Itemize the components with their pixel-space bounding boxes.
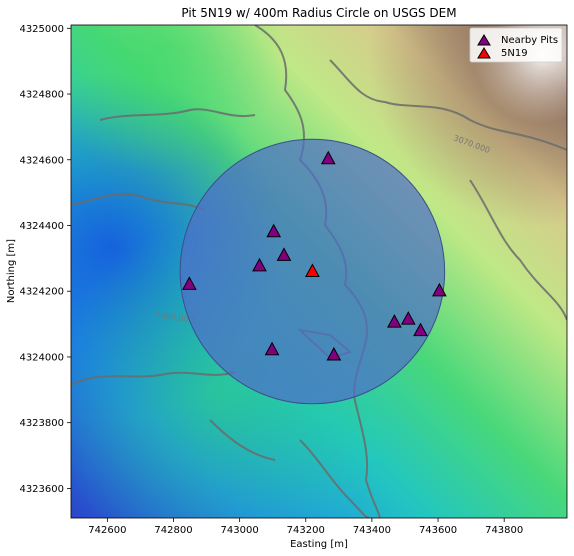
legend-box [469,27,563,63]
x-tick-label: 743200 [287,525,325,536]
y-tick-label: 4325000 [19,24,64,35]
nearby-pit-marker [326,346,342,361]
nearby-pit-marker [320,150,336,165]
nearby-pit-marker [387,314,402,328]
x-tick-label: 742600 [88,525,126,536]
nearby-pit-marker [432,282,447,297]
axes-frame [70,24,568,519]
nearby-pit-marker [400,311,416,325]
x-tick-label: 743800 [485,525,523,536]
nearby-pit-marker [276,247,292,261]
x-tick-label: 742800 [154,525,192,536]
x-tick-label: 743000 [221,525,259,536]
legend-label-5n19: 5N19 [501,48,528,59]
x-axis-ticks: 742600 742800 743000 743200 743400 743600 7438… [88,518,523,536]
y-tick-label: 4324800 [19,90,64,101]
nearby-pit-marker [182,276,197,290]
y-axis-label: Northing [m] [6,239,17,303]
y-tick-label: 4324600 [19,155,64,166]
y-tick-label: 4324200 [19,287,64,298]
y-tick-label: 4323600 [19,484,64,495]
x-tick-label: 743400 [353,525,391,536]
legend-label-nearby-pits: Nearby Pits [501,35,558,46]
x-axis-label: Easting [m] [290,539,348,550]
y-tick-label: 4323800 [19,418,64,429]
y-tick-label: 4324000 [19,352,64,363]
legend-marker-nearby-pits [477,34,491,46]
nearby-pit-marker [266,223,282,238]
nearby-pit-marker [264,341,280,356]
plot-area: 3070.000 3060.000 [71,25,567,518]
chart-title: Pit 5N19 w/ 400m Radius Circle on USGS D… [181,6,456,20]
scatter-markers [182,150,447,361]
y-axis-ticks: 4323600 4323800 4324000 4324200 4324400 43246… [19,24,71,495]
legend: Nearby Pits 5N19 [469,27,563,63]
y-tick-label: 4324400 [19,221,64,232]
nearby-pit-marker [252,257,267,272]
x-tick-label: 743600 [419,525,457,536]
pit-5n19-marker [305,263,320,277]
nearby-pit-marker [413,322,428,337]
legend-marker-5n19 [477,47,491,59]
